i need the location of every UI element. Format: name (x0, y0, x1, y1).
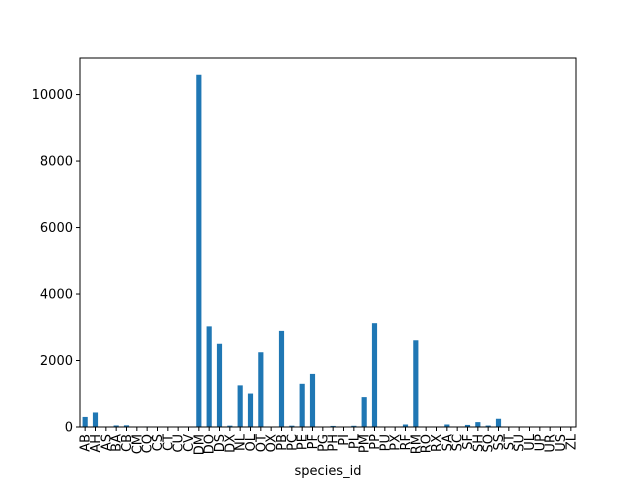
x-tick-label: SF (461, 434, 476, 450)
bar-DX (227, 425, 233, 427)
bar-RF (402, 424, 409, 427)
x-tick-label: DX (223, 434, 238, 453)
bar-PL (351, 425, 357, 427)
x-tick-label: PB (275, 434, 290, 451)
bar-SF (464, 424, 471, 427)
y-tick-label: 4000 (40, 288, 73, 303)
bar-PH (330, 425, 336, 427)
bar-SS (495, 418, 502, 427)
bar-NL (237, 385, 243, 427)
x-tick-label: RM (409, 434, 424, 454)
bar-DM (196, 74, 202, 428)
x-tick-label: CU (172, 434, 187, 453)
x-tick-label: RF (399, 434, 414, 451)
y-tick-label: 2000 (40, 354, 73, 369)
x-tick-label: RO (420, 434, 435, 453)
x-tick-label: DS (213, 434, 228, 452)
bar-DO (206, 326, 212, 427)
y-tick-label: 0 (65, 421, 73, 436)
x-tick-label: PX (389, 434, 404, 451)
x-tick-label: CB (120, 434, 135, 452)
x-tick-label: OL (244, 433, 259, 451)
bars-group (82, 74, 574, 428)
x-tick-label: UL (523, 433, 538, 451)
x-tick-label: US (554, 434, 569, 452)
x-tick-label: PM (358, 434, 373, 453)
bar-AH (92, 412, 99, 427)
x-axis-ticks: ABAHASBACBCMCQCSCTCUCVDMDODSDXNLOLOTOXPB… (79, 427, 579, 455)
x-tick-label: SO (482, 434, 497, 452)
bar-OL (247, 393, 254, 427)
x-tick-label: CV (182, 434, 197, 452)
bar-PM (361, 397, 367, 427)
x-tick-label: PC (285, 434, 300, 451)
x-tick-label: PH (327, 434, 342, 452)
bar-PC (289, 425, 295, 427)
x-tick-label: SU (513, 434, 528, 452)
bar-RM (413, 340, 419, 427)
bar-CB (123, 425, 130, 427)
y-tick-label: 8000 (40, 155, 73, 170)
x-tick-label: DM (192, 434, 207, 455)
bar-AB (82, 416, 88, 427)
bar-DS (216, 343, 223, 427)
bar-SH (475, 422, 481, 427)
bar-PE (299, 383, 305, 427)
x-tick-label: PU (378, 434, 393, 451)
x-tick-label: SS (492, 434, 507, 451)
bar-SO (485, 425, 491, 427)
x-tick-label: PE (296, 434, 311, 450)
x-tick-label: PF (306, 434, 321, 449)
x-tick-label: OX (265, 434, 280, 452)
x-tick-label: SH (471, 434, 486, 452)
bar-OT (258, 352, 264, 427)
x-tick-label: PP (368, 434, 383, 450)
x-tick-label: AH (89, 434, 104, 453)
x-tick-label: DO (203, 434, 218, 454)
x-tick-label: NL (234, 433, 249, 451)
x-tick-label: AB (79, 434, 94, 452)
x-tick-label: ZL (564, 433, 579, 450)
x-tick-label: PI (337, 434, 352, 446)
y-tick-label: 6000 (40, 221, 73, 236)
x-tick-label: UP (533, 434, 548, 452)
x-tick-label: UR (544, 434, 559, 453)
x-tick-label: CT (161, 434, 176, 451)
x-tick-label: SA (440, 434, 455, 451)
bar-PF (309, 373, 316, 427)
x-tick-label: PG (316, 434, 331, 452)
x-tick-label: AS (99, 434, 114, 451)
x-tick-label: OT (254, 434, 269, 452)
x-axis-label: species_id (295, 464, 362, 479)
x-tick-label: BA (110, 434, 125, 452)
x-tick-label: ST (502, 434, 517, 450)
bar-PB (278, 330, 285, 427)
bar-SA (444, 424, 450, 427)
x-tick-label: SC (451, 434, 466, 451)
x-tick-label: CQ (141, 434, 156, 453)
x-tick-label: CS (151, 434, 166, 451)
y-axis-ticks: 0 2000 4000 6000 8000 10000 (32, 88, 80, 436)
x-tick-label: RX (430, 434, 445, 452)
bar-PP (371, 323, 378, 427)
bar-BA (113, 425, 119, 427)
x-tick-label: PL (347, 433, 362, 449)
plot-area-frame (79, 57, 577, 428)
x-tick-label: CM (130, 434, 145, 454)
y-tick-label: 10000 (32, 88, 73, 103)
